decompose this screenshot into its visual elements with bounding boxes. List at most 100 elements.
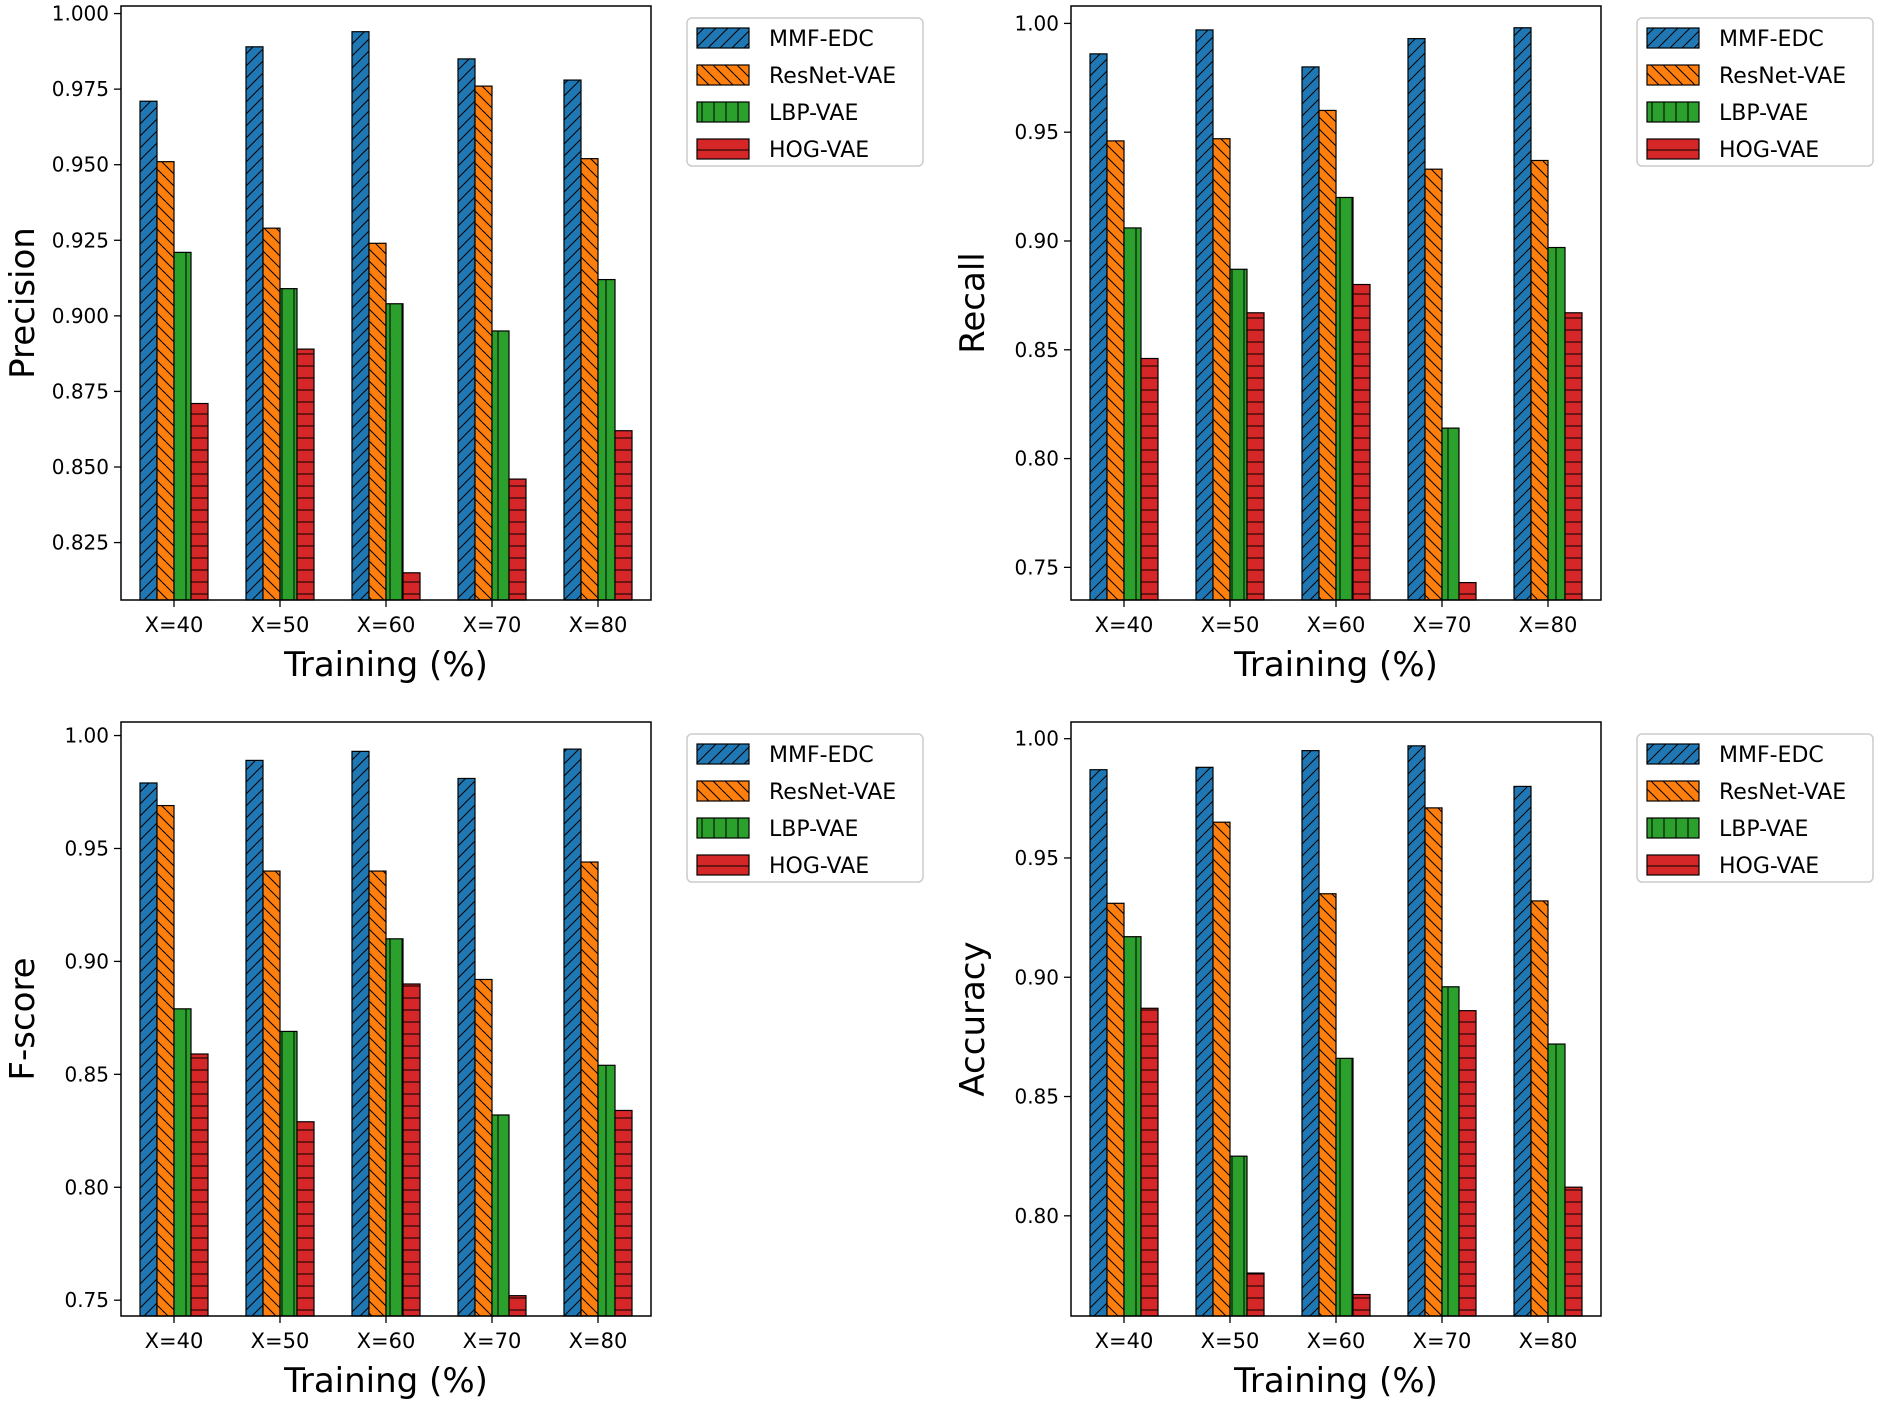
bar-lbp-vae-x-60 <box>1335 196 1354 601</box>
legend-swatch <box>1646 64 1700 86</box>
bar-lbp-vae-x-70 <box>1441 986 1460 1317</box>
legend-label: ResNet-VAE <box>1719 64 1846 89</box>
bar-resnet-vae-x-70 <box>1424 168 1443 601</box>
y-axis-label: Recall <box>953 252 993 353</box>
x-axis: X=40 X=50 X=60 X=70 X=80 <box>1095 1316 1577 1353</box>
bar-lbp-vae-x-50 <box>279 1030 298 1317</box>
bar-lbp-vae-x-80 <box>597 1064 616 1317</box>
legend-label: MMF-EDC <box>769 743 874 768</box>
y-axis-label: F-score <box>3 957 43 1080</box>
bar-hog-vae-x-80 <box>1564 312 1583 601</box>
x-tick-label: X=40 <box>145 613 204 637</box>
y-tick-label: 0.90 <box>1014 229 1059 253</box>
x-tick-label: X=70 <box>463 613 522 637</box>
bar-hog-vae-x-40 <box>1140 357 1159 601</box>
x-tick-label: X=80 <box>1519 613 1578 637</box>
bar-lbp-vae-x-60 <box>385 303 404 601</box>
bar-mmf-edc-x-80 <box>563 748 582 1317</box>
legend-label: HOG-VAE <box>769 854 869 879</box>
y-tick-label: 0.85 <box>64 1062 109 1086</box>
legend-item-lbp-vae: LBP-VAE <box>696 817 858 842</box>
legend-label: HOG-VAE <box>1719 138 1819 163</box>
x-tick-label: X=50 <box>1201 613 1260 637</box>
x-axis: X=40 X=50 X=60 X=70 X=80 <box>1095 600 1578 637</box>
legend-swatch <box>1646 101 1700 123</box>
x-axis-label: Training (%) <box>1233 645 1438 685</box>
legend-swatch <box>1646 817 1700 839</box>
bar-hog-vae-x-50 <box>296 348 315 601</box>
bar-lbp-vae-x-40 <box>1123 936 1142 1317</box>
bar-hog-vae-x-60 <box>1352 283 1371 601</box>
legend-label: MMF-EDC <box>1719 743 1824 768</box>
bar-hog-vae-x-80 <box>1564 1186 1583 1317</box>
bar-mmf-edc-x-70 <box>457 58 476 601</box>
bar-lbp-vae-x-60 <box>1335 1057 1354 1317</box>
bar-mmf-edc-x-50 <box>1195 766 1214 1317</box>
x-tick-label: X=40 <box>1095 1329 1154 1353</box>
legend-swatch <box>1646 780 1700 802</box>
y-tick-label: 0.80 <box>64 1175 109 1199</box>
legend-swatch <box>1646 138 1700 160</box>
bar-hog-vae-x-40 <box>1140 1007 1159 1317</box>
bars <box>1089 745 1583 1317</box>
bar-mmf-edc-x-80 <box>1513 27 1532 601</box>
legend-swatch <box>696 817 750 839</box>
x-tick-label: X=70 <box>463 1329 522 1353</box>
x-tick-label: X=70 <box>1413 613 1472 637</box>
y-tick-label: 0.80 <box>1014 447 1059 471</box>
legend-item-hog-vae: HOG-VAE <box>696 138 869 163</box>
bar-resnet-vae-x-60 <box>368 242 387 601</box>
legend-swatch <box>696 64 750 86</box>
bar-resnet-vae-x-70 <box>474 978 493 1317</box>
legend-label: HOG-VAE <box>769 138 869 163</box>
legend-swatch <box>696 27 750 49</box>
bar-lbp-vae-x-80 <box>1547 1043 1566 1317</box>
bar-hog-vae-x-50 <box>1246 312 1265 601</box>
bar-mmf-edc-x-60 <box>351 31 370 601</box>
accuracy-chart: 1.00 0.95 0.90 0.85 0.80 X=40 X=50 X=60 X=70 X=80… <box>950 716 1900 1416</box>
y-tick-label: 1.00 <box>64 724 109 748</box>
bar-mmf-edc-x-60 <box>1301 750 1320 1317</box>
legend-label: HOG-VAE <box>1719 854 1819 879</box>
y-tick-label: 0.90 <box>1014 965 1059 989</box>
bar-lbp-vae-x-80 <box>1547 246 1566 601</box>
bar-hog-vae-x-70 <box>508 478 527 601</box>
f-score-chart: 1.00 0.95 0.90 0.85 0.80 0.75 X=40 X=50 X=60 X=70… <box>0 716 950 1416</box>
legend-item-hog-vae: HOG-VAE <box>696 854 869 879</box>
y-tick-label: 0.90 <box>64 949 109 973</box>
bar-lbp-vae-x-40 <box>1123 227 1142 601</box>
bar-hog-vae-x-50 <box>1246 1272 1265 1317</box>
bar-mmf-edc-x-40 <box>139 100 158 601</box>
y-tick-label: 1.00 <box>1014 727 1059 751</box>
legend-item-resnet-vae: ResNet-VAE <box>1646 780 1846 805</box>
y-tick-label: 0.825 <box>52 531 109 555</box>
legend-item-resnet-vae: ResNet-VAE <box>696 780 896 805</box>
bar-hog-vae-x-70 <box>508 1295 527 1317</box>
bar-mmf-edc-x-60 <box>351 750 370 1317</box>
x-tick-label: X=70 <box>1413 1329 1472 1353</box>
bar-hog-vae-x-60 <box>402 983 421 1317</box>
x-tick-label: X=60 <box>357 1329 416 1353</box>
legend-swatch <box>696 780 750 802</box>
legend-label: ResNet-VAE <box>769 780 896 805</box>
bar-mmf-edc-x-50 <box>245 759 264 1317</box>
legend-swatch <box>696 854 750 876</box>
legend-swatch <box>696 101 750 123</box>
bar-lbp-vae-x-40 <box>173 1008 192 1317</box>
x-axis-label: Training (%) <box>283 645 488 685</box>
legend-item-mmf-edc: MMF-EDC <box>1646 27 1824 52</box>
x-tick-label: X=60 <box>357 613 416 637</box>
legend-label: ResNet-VAE <box>1719 780 1846 805</box>
bar-lbp-vae-x-80 <box>597 278 616 601</box>
legend-swatch <box>1646 854 1700 876</box>
recall-chart: 1.00 0.95 0.90 0.85 0.80 0.75 X=40 X=50 X=60 X=70… <box>950 0 1900 700</box>
bar-mmf-edc-x-70 <box>457 777 476 1317</box>
bar-resnet-vae-x-50 <box>262 870 281 1317</box>
x-tick-label: X=50 <box>251 1329 310 1353</box>
x-tick-label: X=50 <box>1201 1329 1260 1353</box>
bar-resnet-vae-x-70 <box>1424 807 1443 1317</box>
legend: MMF-EDC ResNet-VAE LBP-VAE HOG-VAE <box>1636 17 1874 167</box>
legend-item-resnet-vae: ResNet-VAE <box>1646 64 1846 89</box>
y-axis-label: Accuracy <box>953 941 993 1096</box>
